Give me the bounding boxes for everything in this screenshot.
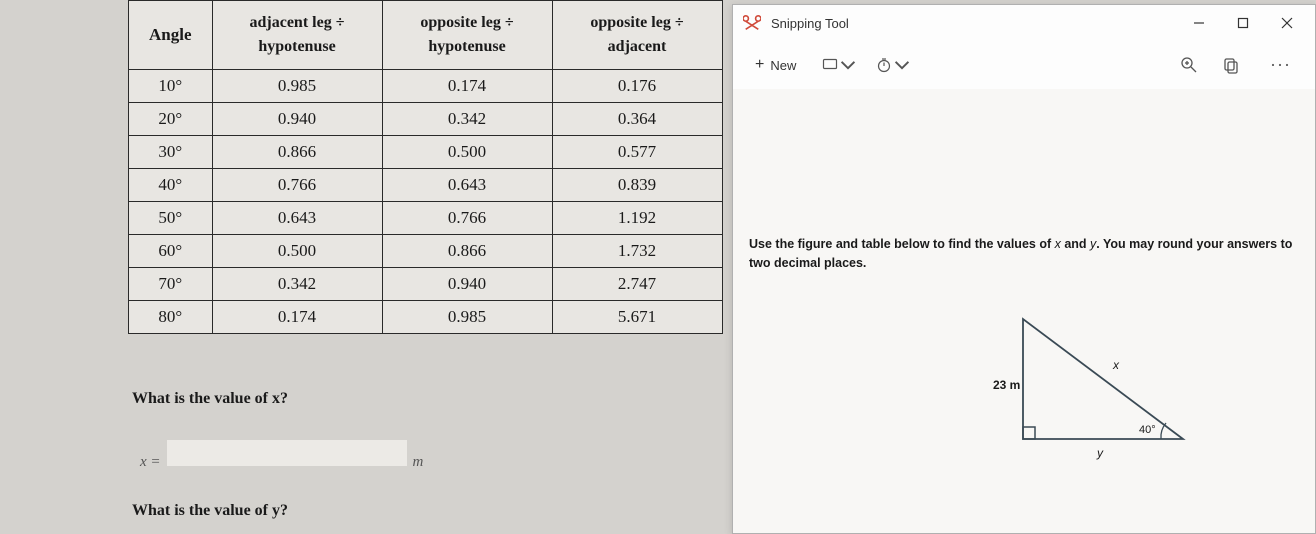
- dots-icon: ···: [1264, 55, 1297, 76]
- table-row: 60°0.5000.8661.732: [129, 235, 723, 268]
- minimize-button[interactable]: [1177, 7, 1221, 39]
- delay-button[interactable]: [870, 53, 916, 77]
- chevron-down-icon: [894, 57, 910, 73]
- value-cell: 0.342: [212, 268, 382, 301]
- zoom-button[interactable]: [1172, 52, 1206, 78]
- value-cell: 0.866: [212, 136, 382, 169]
- value-cell: 0.940: [212, 103, 382, 136]
- angle-cell: 10°: [129, 70, 213, 103]
- question-x: What is the value of x?: [132, 390, 288, 408]
- worksheet-area: Angle adjacent leg ÷hypotenuse opposite …: [0, 0, 732, 534]
- value-cell: 0.985: [212, 70, 382, 103]
- svg-text:23 m: 23 m: [993, 378, 1020, 392]
- chevron-down-icon: [840, 57, 856, 73]
- plus-icon: +: [755, 57, 764, 73]
- value-cell: 0.342: [382, 103, 552, 136]
- answer-x-row: x = m: [140, 440, 423, 471]
- value-cell: 0.839: [552, 169, 722, 202]
- col-angle: Angle: [129, 1, 213, 70]
- snipping-tool-window: Snipping Tool + New ··· Use the figur: [732, 4, 1316, 534]
- angle-cell: 80°: [129, 301, 213, 334]
- table-row: 10°0.9850.1740.176: [129, 70, 723, 103]
- new-label: New: [770, 58, 796, 73]
- triangle-figure: 23 m x y 40°: [963, 299, 1223, 479]
- value-cell: 0.500: [382, 136, 552, 169]
- answer-x-input[interactable]: [167, 440, 407, 466]
- table-row: 80°0.1740.9855.671: [129, 301, 723, 334]
- question-y: What is the value of y?: [132, 502, 288, 520]
- value-cell: 0.766: [212, 169, 382, 202]
- angle-cell: 30°: [129, 136, 213, 169]
- snip-content: Use the figure and table below to find t…: [733, 89, 1315, 533]
- angle-cell: 40°: [129, 169, 213, 202]
- more-button[interactable]: ···: [1256, 51, 1305, 80]
- toolbar: + New ···: [733, 41, 1315, 89]
- value-cell: 0.364: [552, 103, 722, 136]
- snip-mode-button[interactable]: [816, 53, 862, 77]
- angle-cell: 20°: [129, 103, 213, 136]
- table-row: 20°0.9400.3420.364: [129, 103, 723, 136]
- close-button[interactable]: [1265, 7, 1309, 39]
- value-cell: 0.577: [552, 136, 722, 169]
- copy-button[interactable]: [1214, 52, 1248, 78]
- table-row: 70°0.3420.9402.747: [129, 268, 723, 301]
- angle-cell: 60°: [129, 235, 213, 268]
- value-cell: 0.174: [382, 70, 552, 103]
- svg-text:x: x: [1112, 358, 1120, 372]
- svg-text:40°: 40°: [1139, 424, 1156, 436]
- window-title: Snipping Tool: [771, 16, 849, 31]
- answer-x-unit: m: [413, 454, 424, 471]
- value-cell: 0.176: [552, 70, 722, 103]
- titlebar[interactable]: Snipping Tool: [733, 5, 1315, 41]
- maximize-button[interactable]: [1221, 7, 1265, 39]
- value-cell: 5.671: [552, 301, 722, 334]
- angle-cell: 50°: [129, 202, 213, 235]
- value-cell: 0.985: [382, 301, 552, 334]
- trig-ratio-table: Angle adjacent leg ÷hypotenuse opposite …: [128, 0, 723, 334]
- value-cell: 0.500: [212, 235, 382, 268]
- value-cell: 1.732: [552, 235, 722, 268]
- value-cell: 0.643: [382, 169, 552, 202]
- table-row: 40°0.7660.6430.839: [129, 169, 723, 202]
- value-cell: 0.940: [382, 268, 552, 301]
- snipping-tool-icon: [743, 14, 761, 32]
- angle-cell: 70°: [129, 268, 213, 301]
- table-row: 50°0.6430.7661.192: [129, 202, 723, 235]
- value-cell: 2.747: [552, 268, 722, 301]
- col-adj-over-hyp: adjacent leg ÷hypotenuse: [212, 1, 382, 70]
- answer-x-prefix: x =: [140, 454, 161, 471]
- value-cell: 1.192: [552, 202, 722, 235]
- value-cell: 0.866: [382, 235, 552, 268]
- problem-prompt: Use the figure and table below to find t…: [749, 235, 1309, 273]
- value-cell: 0.643: [212, 202, 382, 235]
- svg-text:y: y: [1096, 446, 1104, 460]
- value-cell: 0.766: [382, 202, 552, 235]
- table-row: 30°0.8660.5000.577: [129, 136, 723, 169]
- value-cell: 0.174: [212, 301, 382, 334]
- new-snip-button[interactable]: + New: [743, 53, 808, 77]
- col-opp-over-adj: opposite leg ÷adjacent: [552, 1, 722, 70]
- col-opp-over-hyp: opposite leg ÷hypotenuse: [382, 1, 552, 70]
